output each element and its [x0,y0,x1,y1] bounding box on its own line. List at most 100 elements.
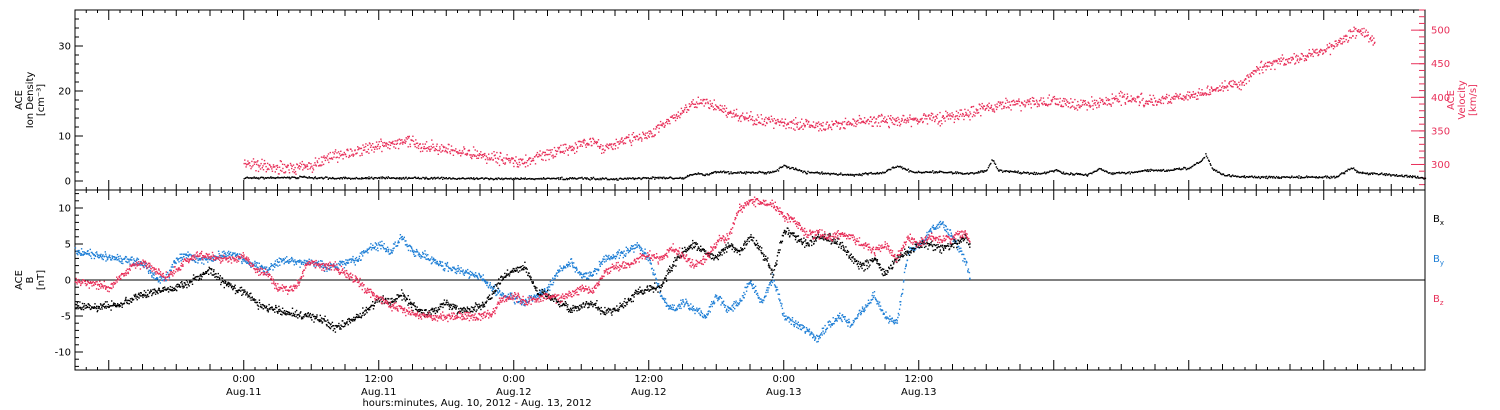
density-point [1202,158,1204,160]
velocity-point [928,114,930,116]
density-point [582,178,585,180]
velocity-ytick-label: 400 [1431,93,1450,104]
by-point [227,250,230,253]
velocity-point [1358,31,1361,33]
density-point [865,172,867,174]
density-point [1283,176,1285,178]
velocity-point [814,127,816,129]
density-point [1417,177,1419,179]
density-point [695,173,698,176]
density-point [423,177,425,179]
density-point [369,178,371,180]
velocity-point [1059,101,1061,103]
density-point [729,172,731,175]
velocity-point [1156,103,1158,106]
velocity-point [574,142,577,144]
by-point [612,257,615,259]
velocity-point [694,103,696,105]
velocity-point [1305,59,1308,61]
velocity-point [416,142,419,144]
velocity-point [272,166,274,168]
velocity-point [645,132,647,134]
by-point [290,258,292,260]
velocity-point [742,112,744,114]
field-ytick-label: -5 [61,312,71,323]
velocity-point [729,110,732,113]
by-point [576,268,578,270]
by-point [387,251,389,253]
velocity-point [851,123,854,125]
density-point [1261,176,1263,179]
density-point [590,177,592,179]
velocity-point [1069,107,1072,109]
by-point [93,253,95,256]
velocity-point [314,157,317,159]
density-point [1287,176,1290,178]
density-point [1162,168,1165,171]
velocity-point [1178,97,1180,100]
velocity-point [855,120,858,123]
density-point [300,176,302,178]
velocity-point [529,157,532,159]
by-point [424,256,426,259]
density-point [641,177,644,179]
velocity-point [1155,100,1157,102]
density-point [1401,174,1403,176]
velocity-point [1283,62,1286,65]
by-point [211,260,213,262]
by-point [297,260,299,262]
by-point [335,266,337,268]
velocity-point [735,115,737,117]
by-point [521,304,523,306]
velocity-point [505,158,507,160]
velocity-point [1175,96,1177,98]
velocity-point [554,149,557,152]
density-point [713,171,716,173]
density-point [1371,172,1373,174]
density-point [1014,171,1017,173]
velocity-point [691,103,694,105]
density-point [1220,173,1222,175]
velocity-point [401,141,404,143]
density-point [308,176,310,178]
density-point [819,173,821,175]
velocity-point [1228,83,1230,85]
velocity-point [1330,44,1332,46]
by-point [604,258,606,260]
density-point [812,172,814,174]
density-point [1250,175,1252,178]
velocity-point [460,152,462,154]
velocity-point [528,158,530,160]
density-point [1012,171,1014,173]
density-point [848,174,850,176]
by-point [143,265,145,267]
velocity-point [532,157,534,160]
velocity-point [592,138,595,141]
velocity-point [715,108,717,111]
by-point [108,256,110,258]
density-point [1072,174,1074,176]
by-point [111,255,113,257]
by-point [380,248,382,250]
by-point [501,292,504,294]
density-point [1133,171,1135,174]
density-point [907,168,910,170]
velocity-point [246,163,249,165]
velocity-point [677,115,679,118]
velocity-point [515,156,517,158]
density-point [281,176,283,179]
velocity-point [1229,84,1232,87]
density-point [844,173,846,176]
by-point [622,251,624,254]
velocity-point [304,164,306,166]
velocity-point [271,168,273,170]
by-point [134,263,136,265]
velocity-point [374,148,376,150]
velocity-point [565,147,568,149]
by-point [459,272,461,274]
velocity-point [1198,92,1200,94]
density-point [602,177,605,180]
velocity-point [1109,103,1111,106]
density-point [1110,173,1112,175]
by-point [87,250,89,252]
